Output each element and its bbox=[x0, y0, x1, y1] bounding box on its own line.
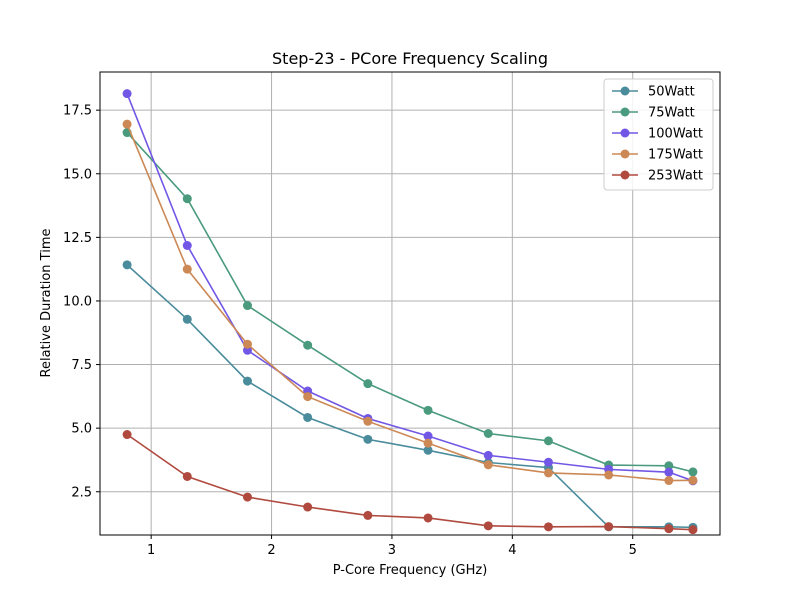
data-point bbox=[242, 301, 252, 311]
data-point bbox=[543, 522, 553, 532]
legend: 50Watt 75Watt 100Watt 175Watt 253Watt bbox=[603, 78, 714, 191]
data-point bbox=[423, 513, 433, 523]
data-point bbox=[242, 492, 252, 502]
legend-item: 253Watt bbox=[612, 169, 703, 184]
data-point bbox=[303, 412, 313, 422]
y-tick-label: 17.5 bbox=[63, 104, 92, 119]
x-tick-label: 3 bbox=[388, 543, 396, 558]
chart-title: Step-23 - PCore Frequency Scaling bbox=[272, 49, 548, 68]
x-axis-label: P-Core Frequency (GHz) bbox=[333, 563, 488, 578]
data-point bbox=[122, 119, 132, 129]
data-point bbox=[122, 430, 132, 440]
data-point bbox=[543, 468, 553, 478]
legend-swatch-marker bbox=[620, 128, 630, 138]
legend-box bbox=[603, 78, 714, 191]
series-75Watt bbox=[122, 128, 698, 477]
legend-item: 50Watt bbox=[612, 85, 695, 100]
y-tick-label: 10.0 bbox=[63, 294, 92, 309]
y-tick-label: 2.5 bbox=[71, 485, 92, 500]
data-point bbox=[423, 431, 433, 441]
data-point bbox=[688, 467, 698, 477]
legend-item: 175Watt bbox=[612, 148, 703, 163]
data-point bbox=[363, 379, 373, 389]
y-tick-label: 12.5 bbox=[63, 231, 92, 246]
y-tick-label: 7.5 bbox=[71, 358, 92, 373]
data-point bbox=[483, 450, 493, 460]
data-point bbox=[604, 470, 614, 480]
y-axis-label: Relative Duration Time bbox=[39, 229, 54, 378]
data-point bbox=[483, 460, 493, 470]
data-point bbox=[423, 405, 433, 415]
data-point bbox=[483, 428, 493, 438]
x-tick-label: 5 bbox=[629, 543, 637, 558]
y-tick-label: 5.0 bbox=[71, 422, 92, 437]
plot-frame bbox=[99, 71, 721, 536]
x-tick-label: 4 bbox=[508, 543, 516, 558]
data-point bbox=[688, 525, 698, 535]
data-point bbox=[182, 314, 192, 324]
data-point bbox=[688, 475, 698, 485]
legend-label: 50Watt bbox=[648, 85, 695, 100]
data-point bbox=[664, 524, 674, 534]
legend-label: 75Watt bbox=[648, 106, 695, 121]
data-point bbox=[543, 436, 553, 446]
data-point bbox=[664, 467, 674, 477]
data-point bbox=[303, 502, 313, 512]
legend-label: 100Watt bbox=[648, 127, 703, 142]
data-point bbox=[363, 434, 373, 444]
data-point bbox=[182, 471, 192, 481]
data-point bbox=[182, 194, 192, 204]
data-point bbox=[242, 376, 252, 386]
data-point bbox=[604, 522, 614, 532]
data-point bbox=[303, 392, 313, 402]
legend-label: 253Watt bbox=[648, 169, 703, 184]
ticks: 1 2 3 4 5 2.5 5.0 7.5 10.0 12.5 15.0 17.5 bbox=[63, 104, 637, 558]
legend-swatch-marker bbox=[620, 149, 630, 159]
data-point bbox=[423, 445, 433, 455]
series-175Watt bbox=[122, 119, 698, 486]
data-point bbox=[363, 510, 373, 520]
data-point bbox=[242, 339, 252, 349]
legend-item: 75Watt bbox=[612, 106, 695, 121]
data-point bbox=[423, 438, 433, 448]
legend-swatch-marker bbox=[620, 170, 630, 180]
data-point bbox=[182, 240, 192, 250]
x-tick-label: 2 bbox=[267, 543, 275, 558]
legend-label: 175Watt bbox=[648, 148, 703, 163]
series-253Watt bbox=[122, 430, 698, 535]
legend-item: 100Watt bbox=[612, 127, 703, 142]
series-layer bbox=[122, 89, 698, 535]
data-point bbox=[303, 340, 313, 350]
data-point bbox=[483, 521, 493, 531]
data-point bbox=[122, 260, 132, 270]
data-point bbox=[363, 416, 373, 426]
y-tick-label: 15.0 bbox=[63, 167, 92, 182]
data-point bbox=[664, 461, 674, 471]
x-tick-label: 1 bbox=[147, 543, 155, 558]
legend-swatch-marker bbox=[620, 86, 630, 96]
data-point bbox=[664, 476, 674, 486]
data-point bbox=[182, 264, 192, 274]
legend-swatch-marker bbox=[620, 107, 630, 117]
data-point bbox=[122, 89, 132, 99]
data-point bbox=[543, 457, 553, 467]
